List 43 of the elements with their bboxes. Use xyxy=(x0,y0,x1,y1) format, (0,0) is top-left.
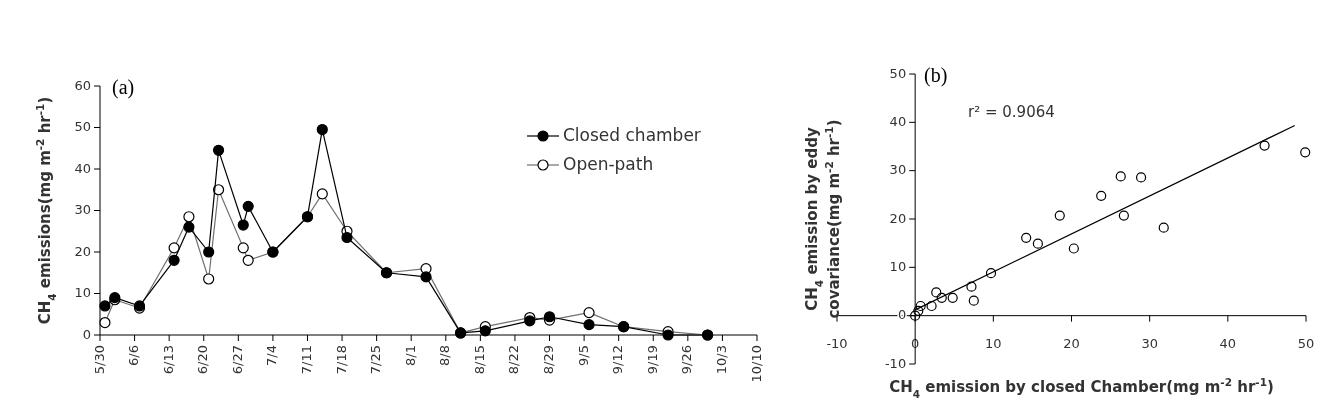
x-tick-label: 9/5 xyxy=(575,345,591,366)
y-tick-label: 30 xyxy=(889,162,907,178)
x-tick-label: 6/20 xyxy=(195,345,211,375)
x-tick-label: 10/10 xyxy=(748,345,764,383)
chart-title: (a) xyxy=(112,76,135,99)
x-tick-label: 7/18 xyxy=(333,345,349,375)
x-tick-label: 8/22 xyxy=(506,345,522,375)
x-tick-label: 8/8 xyxy=(437,345,453,366)
x-tick-label: 8/1 xyxy=(402,345,418,366)
x-tick-label: 40 xyxy=(1219,336,1237,351)
x-tick-label: -10 xyxy=(826,336,848,351)
y-tick-label: 60 xyxy=(74,77,91,93)
x-tick-label: 9/19 xyxy=(644,345,660,375)
x-tick-label: 6/6 xyxy=(126,345,142,366)
legend-label: Closed chamber xyxy=(563,125,701,145)
x-tick-label: 8/29 xyxy=(541,345,557,375)
x-tick-label: 7/25 xyxy=(368,345,384,375)
x-tick-label: 7/11 xyxy=(298,345,314,375)
y-tick-label: 20 xyxy=(74,243,91,259)
x-tick-label: 9/26 xyxy=(679,345,695,375)
y-tick-label: 30 xyxy=(74,202,91,217)
x-tick-label: 10 xyxy=(985,336,1002,351)
chart-title: (b) xyxy=(924,64,948,87)
y-tick-label: 40 xyxy=(74,160,91,176)
x-tick-label: 50 xyxy=(1297,336,1315,351)
x-tick-label: 20 xyxy=(1063,336,1080,351)
y-tick-label: 50 xyxy=(889,65,907,81)
y-tick-label: 40 xyxy=(889,113,907,129)
y-tick-label: 50 xyxy=(74,119,91,134)
x-axis-title: CH$_{4}$ emission by closed Chamber(mg m$^{-2}$ hr$^{-1}$) xyxy=(889,376,1274,398)
x-tick-label: 6/13 xyxy=(160,345,176,375)
x-tick-label: 7/4 xyxy=(264,345,280,366)
x-tick-label: 8/15 xyxy=(471,345,487,375)
y-tick-label: 20 xyxy=(889,210,907,226)
y-tick-label: 10 xyxy=(74,285,91,300)
y-tick-label: 10 xyxy=(889,258,907,274)
annotation: r² = 0.9064 xyxy=(968,103,1055,121)
x-tick-label: 10/3 xyxy=(713,345,729,375)
x-tick-label: 6/27 xyxy=(229,345,245,375)
legend-label: Open-path xyxy=(563,154,654,174)
x-tick-label: 9/12 xyxy=(610,345,626,375)
x-tick-label: 5/30 xyxy=(91,345,107,375)
x-tick-label: 30 xyxy=(1141,336,1158,351)
